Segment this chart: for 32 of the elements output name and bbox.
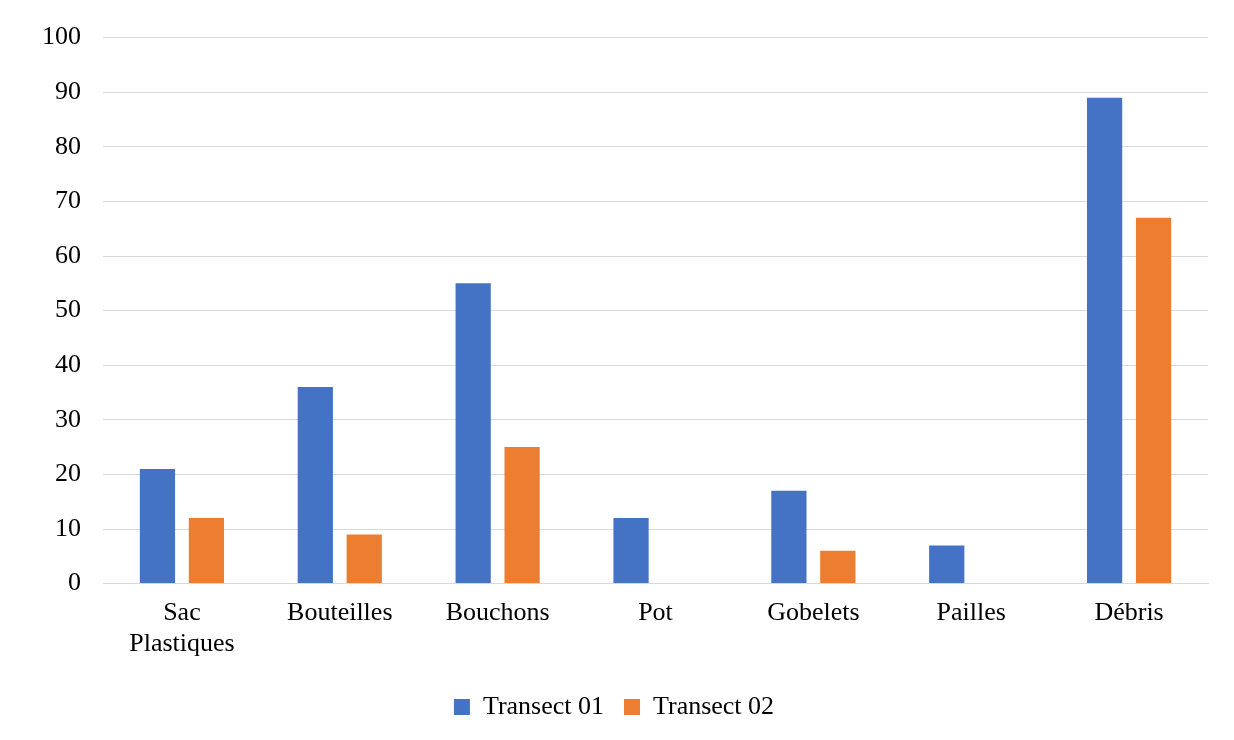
y-tick-label: 90	[55, 76, 81, 106]
y-tick-label: 0	[68, 567, 81, 597]
y-tick-label: 20	[55, 458, 81, 488]
bar	[1135, 217, 1172, 584]
y-tick-label: 80	[55, 130, 81, 160]
bar	[346, 534, 382, 584]
bar	[297, 387, 333, 584]
bar	[504, 447, 540, 584]
bar	[455, 283, 491, 584]
bar	[139, 468, 176, 584]
x-tick-label: Gobelets	[767, 597, 860, 627]
x-tick-label: Pot	[638, 597, 674, 627]
y-tick-label: 70	[55, 185, 81, 215]
bar	[820, 550, 856, 584]
y-tick-label: 100	[42, 21, 81, 51]
x-tick-label: Pailles	[936, 597, 1006, 627]
y-tick-label: 40	[55, 349, 81, 379]
y-tick-label: 10	[55, 512, 81, 542]
y-tick-label: 60	[55, 239, 81, 269]
bar	[929, 545, 965, 584]
y-tick-label: 50	[55, 294, 81, 324]
x-tick-label: Débris	[1094, 597, 1164, 627]
bar	[188, 518, 225, 584]
bar	[771, 490, 807, 584]
legend-label: Transect 02	[653, 690, 775, 720]
bar	[613, 518, 649, 584]
legend-label: Transect 01	[482, 690, 605, 720]
y-tick-label: 30	[55, 403, 81, 433]
x-tick-label: Sac Plastiques	[129, 597, 235, 658]
x-tick-label: Bouteilles	[287, 597, 393, 627]
bar	[1086, 97, 1123, 584]
x-tick-label: Bouchons	[445, 597, 550, 627]
